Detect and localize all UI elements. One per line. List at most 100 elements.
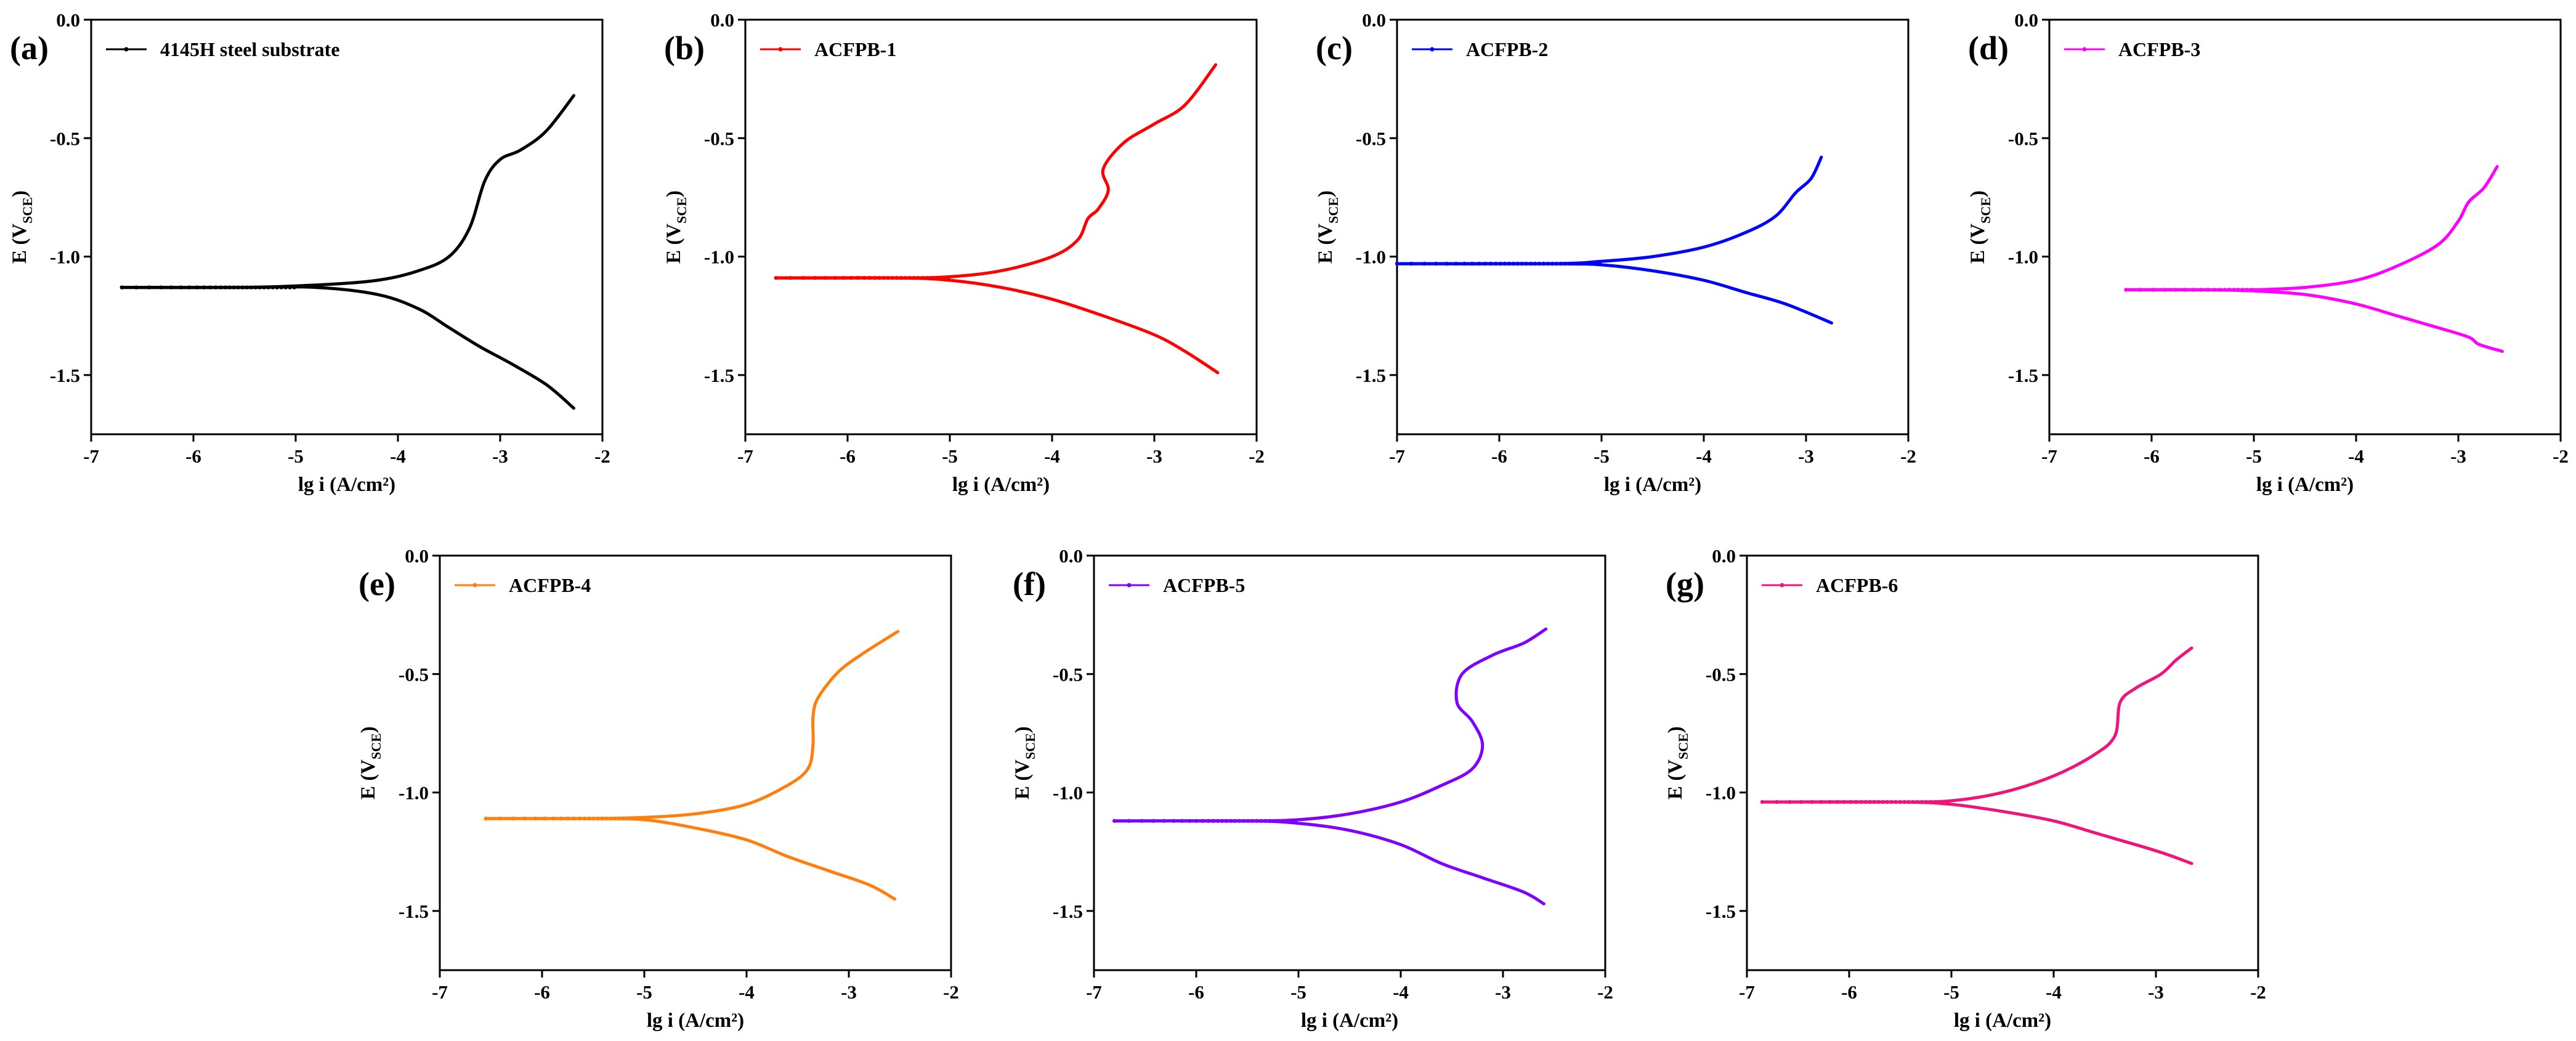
- y-axis-title-main: E (V: [1314, 224, 1337, 264]
- series-marker: [630, 816, 634, 821]
- series-marker: [1140, 819, 1144, 823]
- series-marker: [2218, 288, 2222, 292]
- series-marker: [1894, 800, 1898, 804]
- legend-marker: [472, 583, 477, 588]
- series-curve-cathodic: [484, 817, 897, 901]
- x-tick-label: -6: [1491, 445, 1507, 467]
- series-marker: [1511, 261, 1516, 266]
- y-axis-title: E (VSCE): [1967, 190, 1993, 264]
- series-marker: [1924, 800, 1929, 804]
- series-marker: [1872, 800, 1877, 804]
- series-marker: [1289, 819, 1294, 823]
- chart-panel-6: -7 -6 -5 -4 -3 -2 0.0 -0.5 -1.0 -1.5 lg i (A/cm²) E…: [1011, 545, 1613, 1032]
- series-marker: [543, 816, 547, 821]
- series-marker: [179, 285, 183, 290]
- series-marker: [1228, 819, 1233, 823]
- y-tick-label: -1.5: [2008, 365, 2038, 386]
- series-marker: [1267, 819, 1272, 823]
- x-axis-title: lg i (A/cm²): [1954, 1010, 2051, 1032]
- x-tick-label: -4: [1393, 981, 1409, 1003]
- series-marker: [1898, 800, 1903, 804]
- y-tick-label: -0.5: [1356, 128, 1386, 149]
- x-tick-label: -5: [1943, 981, 1959, 1003]
- series-marker: [1550, 261, 1555, 266]
- series-marker: [833, 275, 837, 280]
- series-marker: [1171, 819, 1176, 823]
- series-marker: [849, 275, 854, 280]
- series-marker: [1520, 261, 1525, 266]
- series-marker: [1284, 819, 1289, 823]
- series-marker: [214, 285, 218, 290]
- x-axis-title: lg i (A/cm²): [952, 474, 1050, 496]
- series-marker: [2206, 288, 2210, 292]
- series-marker: [1760, 800, 1765, 804]
- x-tick-label: -3: [2450, 445, 2466, 467]
- series-marker: [1245, 819, 1250, 823]
- series-marker: [1584, 261, 1589, 266]
- y-axis-title: E (VSCE): [663, 190, 689, 264]
- legend-label: ACFPB-2: [1466, 38, 1548, 60]
- series-curve-anodic: [484, 630, 900, 820]
- y-axis-title-subscript: SCE: [368, 733, 384, 759]
- series-marker: [279, 285, 283, 290]
- series-marker: [1194, 819, 1199, 823]
- y-tick-label: 0.0: [56, 9, 80, 31]
- series-marker: [195, 285, 200, 290]
- x-axis-title: lg i (A/cm²): [1604, 474, 1701, 496]
- y-tick-label: -0.5: [2008, 128, 2038, 149]
- y-tick-label: -1.0: [1356, 246, 1386, 268]
- series-marker: [1589, 261, 1594, 266]
- chart-panel-2: -7 -6 -5 -4 -3 -2 0.0 -0.5 -1.0 -1.5 lg i (A/cm²) E…: [663, 9, 1265, 496]
- x-tick-label: -5: [1290, 981, 1306, 1003]
- series-marker: [1280, 819, 1285, 823]
- series-marker: [511, 816, 516, 821]
- series-curve-cathodic: [774, 276, 1220, 375]
- series-marker: [1889, 800, 1894, 804]
- series-marker: [2232, 288, 2236, 292]
- series-marker: [2124, 288, 2128, 292]
- x-tick-label: -2: [594, 445, 610, 467]
- series-marker: [1444, 261, 1449, 266]
- y-tick-label: -1.0: [50, 246, 80, 268]
- series-marker: [938, 275, 942, 280]
- series-marker: [245, 285, 249, 290]
- y-axis-title-main: E (V: [9, 224, 31, 264]
- y-axis-title-end: ): [663, 190, 685, 197]
- series-marker: [1233, 819, 1237, 823]
- series-marker: [2227, 288, 2232, 292]
- series-marker: [903, 275, 907, 280]
- series-marker: [877, 275, 881, 280]
- series-marker: [813, 275, 817, 280]
- series-marker: [559, 816, 563, 821]
- plot-frame: [1396, 18, 1910, 435]
- series-marker: [1250, 819, 1255, 823]
- series-marker: [1224, 819, 1229, 823]
- series-marker: [1810, 800, 1814, 804]
- x-tick-label: -2: [2553, 445, 2569, 467]
- series-marker: [1276, 819, 1281, 823]
- series-marker: [147, 285, 152, 290]
- series-marker: [634, 816, 639, 821]
- legend-label: ACFPB-3: [2118, 38, 2200, 60]
- series-marker: [1941, 800, 1946, 804]
- series-marker: [1206, 819, 1210, 823]
- series-marker: [617, 816, 622, 821]
- series-marker: [609, 816, 613, 821]
- series-marker: [577, 816, 582, 821]
- y-axis-title-end: ): [1967, 190, 1989, 197]
- series-marker: [1863, 800, 1868, 804]
- series-marker: [240, 285, 245, 290]
- series-marker: [1876, 800, 1881, 804]
- series-curve-cathodic: [120, 285, 575, 410]
- series-curve-anodic: [1395, 155, 1823, 265]
- y-axis-title-subscript: SCE: [1978, 197, 1993, 224]
- x-tick-label: -2: [1900, 445, 1916, 467]
- series-marker: [613, 816, 617, 821]
- y-tick-label: -1.0: [1053, 782, 1083, 804]
- series-marker: [907, 275, 912, 280]
- series-marker: [1885, 800, 1890, 804]
- x-tick-label: -5: [1594, 445, 1610, 467]
- x-tick-label: -2: [943, 981, 959, 1003]
- x-axis-title: lg i (A/cm²): [1301, 1010, 1398, 1032]
- series-marker: [774, 275, 779, 280]
